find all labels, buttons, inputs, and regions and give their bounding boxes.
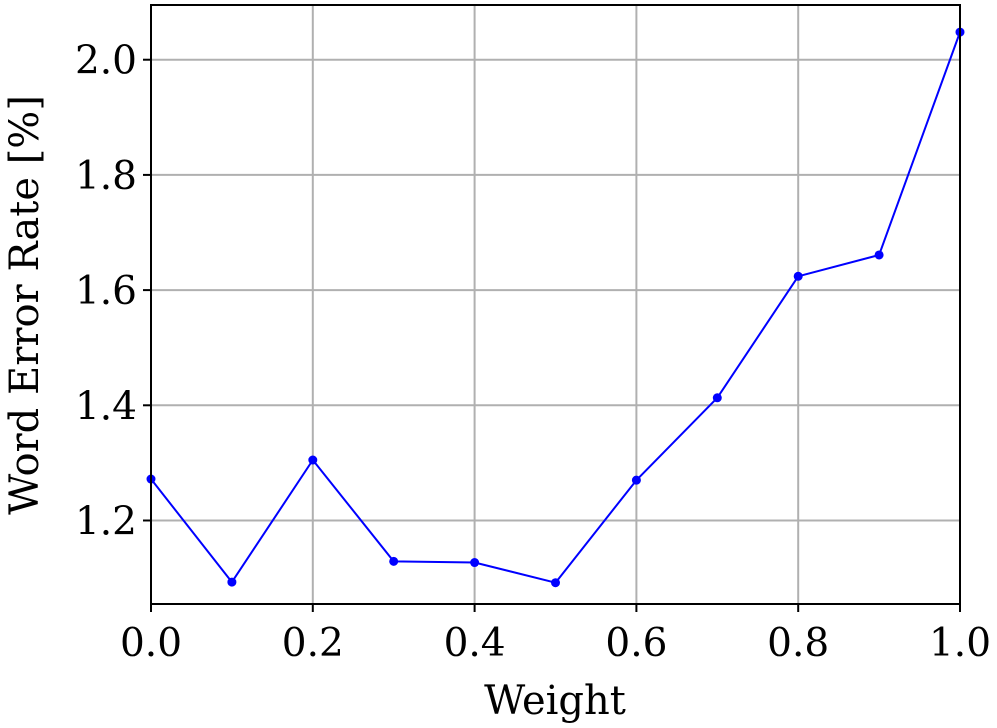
x-tick-label: 0.6 [605,621,667,666]
y-tick-label: 1.8 [75,154,137,199]
data-point [470,558,480,568]
data-point [712,393,722,403]
x-axis-label: Weight [484,678,626,724]
data-point [227,577,237,587]
plot-frame [150,4,961,605]
y-tick-label: 1.2 [75,499,137,544]
series-layer [146,27,965,588]
x-tick-label: 0.4 [444,621,506,666]
data-point [874,250,884,260]
x-tick-label: 0.0 [120,621,182,666]
y-tick-label: 1.4 [75,384,137,429]
data-point [389,556,399,566]
x-tick-label: 0.2 [282,621,344,666]
data-point [308,455,318,465]
data-point [551,578,560,588]
x-tick-label: 1.0 [929,621,991,666]
ticks: 0.0 0.2 0.4 0.6 0.8 1.0 1.2 1.4 1.6 1.8 2.0 [75,39,991,666]
y-tick-label: 2.0 [75,39,137,84]
x-tick-label: 0.8 [767,621,829,666]
data-point [793,271,803,281]
series-line [150,31,961,584]
y-tick-label: 1.6 [75,269,137,314]
grid [150,5,961,604]
data-point [631,475,641,485]
y-axis-label: Word Error Rate [%] [2,95,48,515]
